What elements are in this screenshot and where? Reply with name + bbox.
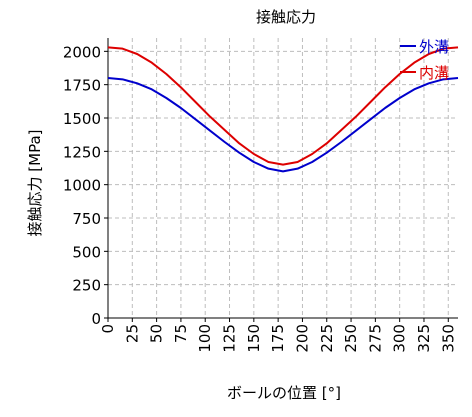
x-tick-label: 50 <box>148 324 166 343</box>
tick-labels: 0 250 500 750 1000 1250 1500 1750 2000 0 25 50 75 100… <box>63 43 457 352</box>
x-tick-label: 100 <box>196 324 214 353</box>
y-tick-label: 1000 <box>63 177 101 195</box>
x-tick-label: 350 <box>439 324 457 353</box>
x-tick-label: 25 <box>123 324 141 343</box>
legend-label-1: 外溝 <box>419 38 449 56</box>
x-tick-label: 325 <box>415 324 433 353</box>
y-tick-label: 250 <box>72 277 101 295</box>
legend-label-2: 内溝 <box>419 64 449 82</box>
y-axis-label: 接触応力 [MPa] <box>26 130 44 237</box>
y-tick-label: 1250 <box>63 143 101 161</box>
series-lines <box>107 46 459 173</box>
x-tick-label: 175 <box>269 324 287 353</box>
y-tick-label: 1500 <box>63 110 101 128</box>
y-tick-label: 0 <box>91 310 101 328</box>
x-tick-label: 275 <box>366 324 384 353</box>
y-tick-label: 500 <box>72 243 101 261</box>
y-tick-label: 2000 <box>63 43 101 61</box>
series-line-1 <box>107 77 459 173</box>
x-tick-label: 150 <box>245 324 263 353</box>
chart-title: 接触応力 <box>256 8 316 26</box>
x-tick-label: 300 <box>391 324 409 353</box>
grid <box>107 38 458 319</box>
x-tick-label: 125 <box>221 324 239 353</box>
y-tick-label: 1750 <box>63 77 101 95</box>
x-tick-label: 225 <box>318 324 336 353</box>
series-line-2 <box>107 46 459 166</box>
x-axis-label: ボールの位置 [°] <box>227 384 341 402</box>
x-tick-label: 200 <box>293 324 311 353</box>
x-tick-label: 0 <box>99 324 117 334</box>
axes <box>104 38 458 322</box>
y-tick-label: 750 <box>72 210 101 228</box>
x-tick-label: 75 <box>172 324 190 343</box>
x-tick-label: 250 <box>342 324 360 353</box>
